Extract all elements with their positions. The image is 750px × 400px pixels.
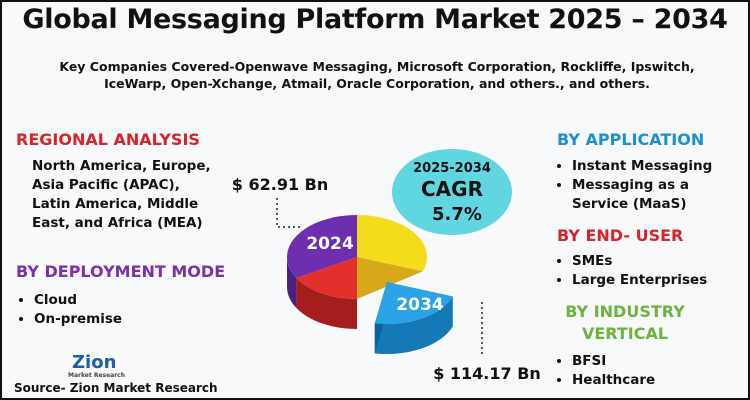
pie-slice [374,282,453,325]
year-end: 2034 [396,295,443,315]
industry-list: BFSIHealthcare [554,352,655,390]
regional-heading: REGIONAL ANALYSIS [16,130,200,149]
list-item: Large Enterprises [572,271,707,290]
leader-line [276,198,302,228]
deployment-list: CloudOn-premise [16,291,122,329]
subtitle: Key Companies Covered-Openwave Messaging… [59,59,695,91]
regional-text: North America, Europe, Asia Pacific (APA… [32,158,211,231]
cagr-label: CAGR [421,177,483,201]
source: Source- Zion Market Research [14,381,218,395]
deployment-heading: BY DEPLOYMENT MODE [16,262,226,281]
end-user-heading: BY END- USER [557,226,684,245]
cagr-period: 2025-2034 [413,161,491,176]
pie-wall [296,278,357,329]
application-list: Instant MessagingMessaging as a Service … [554,157,747,214]
list-item: SMEs [572,252,707,271]
cagr-bubble [392,149,512,235]
application-heading: BY APPLICATION [557,130,705,149]
cagr-value: 5.7% [432,204,482,225]
title: Global Messaging Platform Market 2025 – … [22,4,728,35]
pie-slice [357,215,428,272]
pie-wall [287,257,297,308]
industry-heading: BY INDUSTRY VERTICAL [565,302,685,343]
pie-wall [374,296,453,355]
list-item: Healthcare [572,371,655,390]
list-item: BFSI [572,352,655,371]
year-start: 2024 [306,234,353,254]
list-item: Cloud [34,291,122,310]
end-user-list: SMEsLarge Enterprises [554,252,707,290]
value-start: $ 62.91 Bn [232,175,328,194]
list-item: Instant Messaging [572,157,747,176]
pie-slice [357,257,423,299]
value-end: $ 114.17 Bn [433,364,541,383]
pie-slice [296,257,357,299]
logo-sub: Market Research [68,372,125,379]
pie-slice [287,215,357,278]
list-item: On-premise [34,310,122,329]
list-item: Messaging as a Service (MaaS) [572,176,747,214]
logo: Zion [72,352,116,373]
